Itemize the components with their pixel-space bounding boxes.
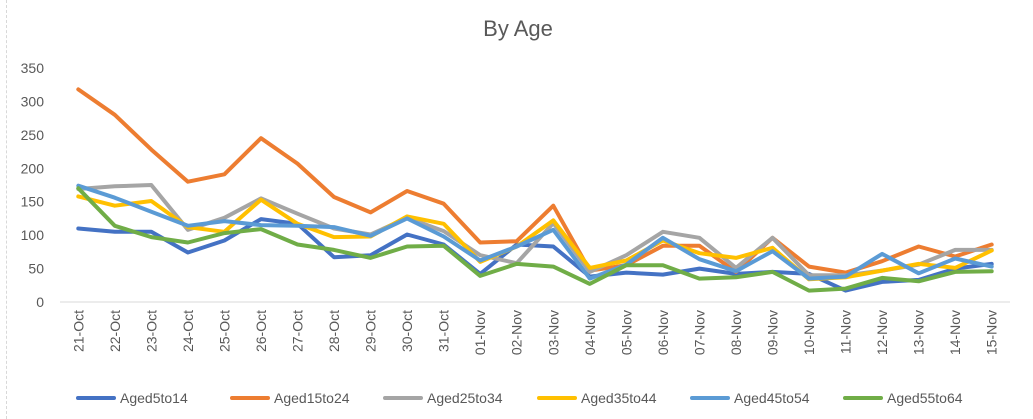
y-tick-label: 250 (21, 127, 45, 143)
x-tick-label: 28-Oct (326, 310, 342, 352)
x-tick-label: 25-Oct (216, 310, 232, 352)
legend-item-aged35to44: Aged35to44 (537, 390, 657, 406)
legend-item-aged55to64: Aged55to64 (843, 390, 963, 406)
x-tick-label: 31-Oct (436, 310, 452, 352)
x-tick-label: 11-Nov (838, 310, 854, 354)
window-edge (0, 0, 7, 419)
series-lines (76, 87, 994, 293)
series-line-aged55to64 (76, 186, 994, 293)
axes: 0 50 100 150 200 250 300 350 21-Oct 22-Oct 23-Oct 2… (21, 60, 1010, 355)
x-tick-label: 30-Oct (399, 310, 415, 352)
y-tick-label: 150 (21, 194, 45, 210)
x-tick-label: 14-Nov (947, 310, 963, 355)
legend-item-aged15to24: Aged15to24 (230, 390, 350, 406)
x-tick-label: 22-Oct (107, 310, 123, 352)
x-tick-label: 10-Nov (801, 310, 817, 355)
legend-label: Aged45to54 (734, 390, 810, 406)
series-line-aged45to54 (76, 183, 994, 281)
y-tick-label: 0 (36, 294, 44, 310)
series-line-aged15to24 (76, 87, 994, 275)
x-tick-label: 13-Nov (911, 310, 927, 355)
legend-item-aged25to34: Aged25to34 (383, 390, 503, 406)
legend-label: Aged25to34 (427, 390, 503, 406)
x-tick-label: 12-Nov (874, 310, 890, 355)
x-tick-label: 07-Nov (691, 310, 707, 355)
x-tick-label: 01-Nov (472, 310, 488, 355)
x-tick-label: 26-Oct (253, 310, 269, 352)
y-tick-label: 200 (21, 160, 45, 176)
x-tick-label: 09-Nov (765, 310, 781, 355)
x-tick-label: 27-Oct (290, 310, 306, 352)
legend-item-aged5to14: Aged5to14 (76, 390, 188, 406)
y-tick-label: 50 (28, 261, 44, 277)
x-tick-label: 29-Oct (363, 310, 379, 352)
legend-label: Aged35to44 (581, 390, 657, 406)
x-tick-label: 21-Oct (70, 310, 86, 352)
legend-item-aged45to54: Aged45to54 (690, 390, 810, 406)
x-tick-label: 05-Nov (618, 310, 634, 355)
legend-label: Aged15to24 (274, 390, 350, 406)
y-tick-label: 100 (21, 227, 45, 243)
chart-title: By Age (483, 16, 553, 41)
legend-label: Aged55to64 (887, 390, 963, 406)
x-tick-label: 04-Nov (582, 310, 598, 355)
x-tick-label: 03-Nov (545, 310, 561, 355)
legend-label: Aged5to14 (120, 390, 188, 406)
x-tick-label: 15-Nov (984, 310, 1000, 355)
x-tick-label: 06-Nov (655, 310, 671, 355)
x-tick-label: 24-Oct (180, 310, 196, 352)
y-tick-label: 350 (21, 60, 45, 76)
legend: Aged5to14 Aged15to24 Aged25to34 Aged35to44 A… (76, 390, 963, 406)
y-tick-label: 300 (21, 93, 45, 109)
x-tick-label: 23-Oct (143, 310, 159, 352)
x-tick-label: 08-Nov (728, 310, 744, 355)
x-tick-label: 02-Nov (509, 310, 525, 355)
